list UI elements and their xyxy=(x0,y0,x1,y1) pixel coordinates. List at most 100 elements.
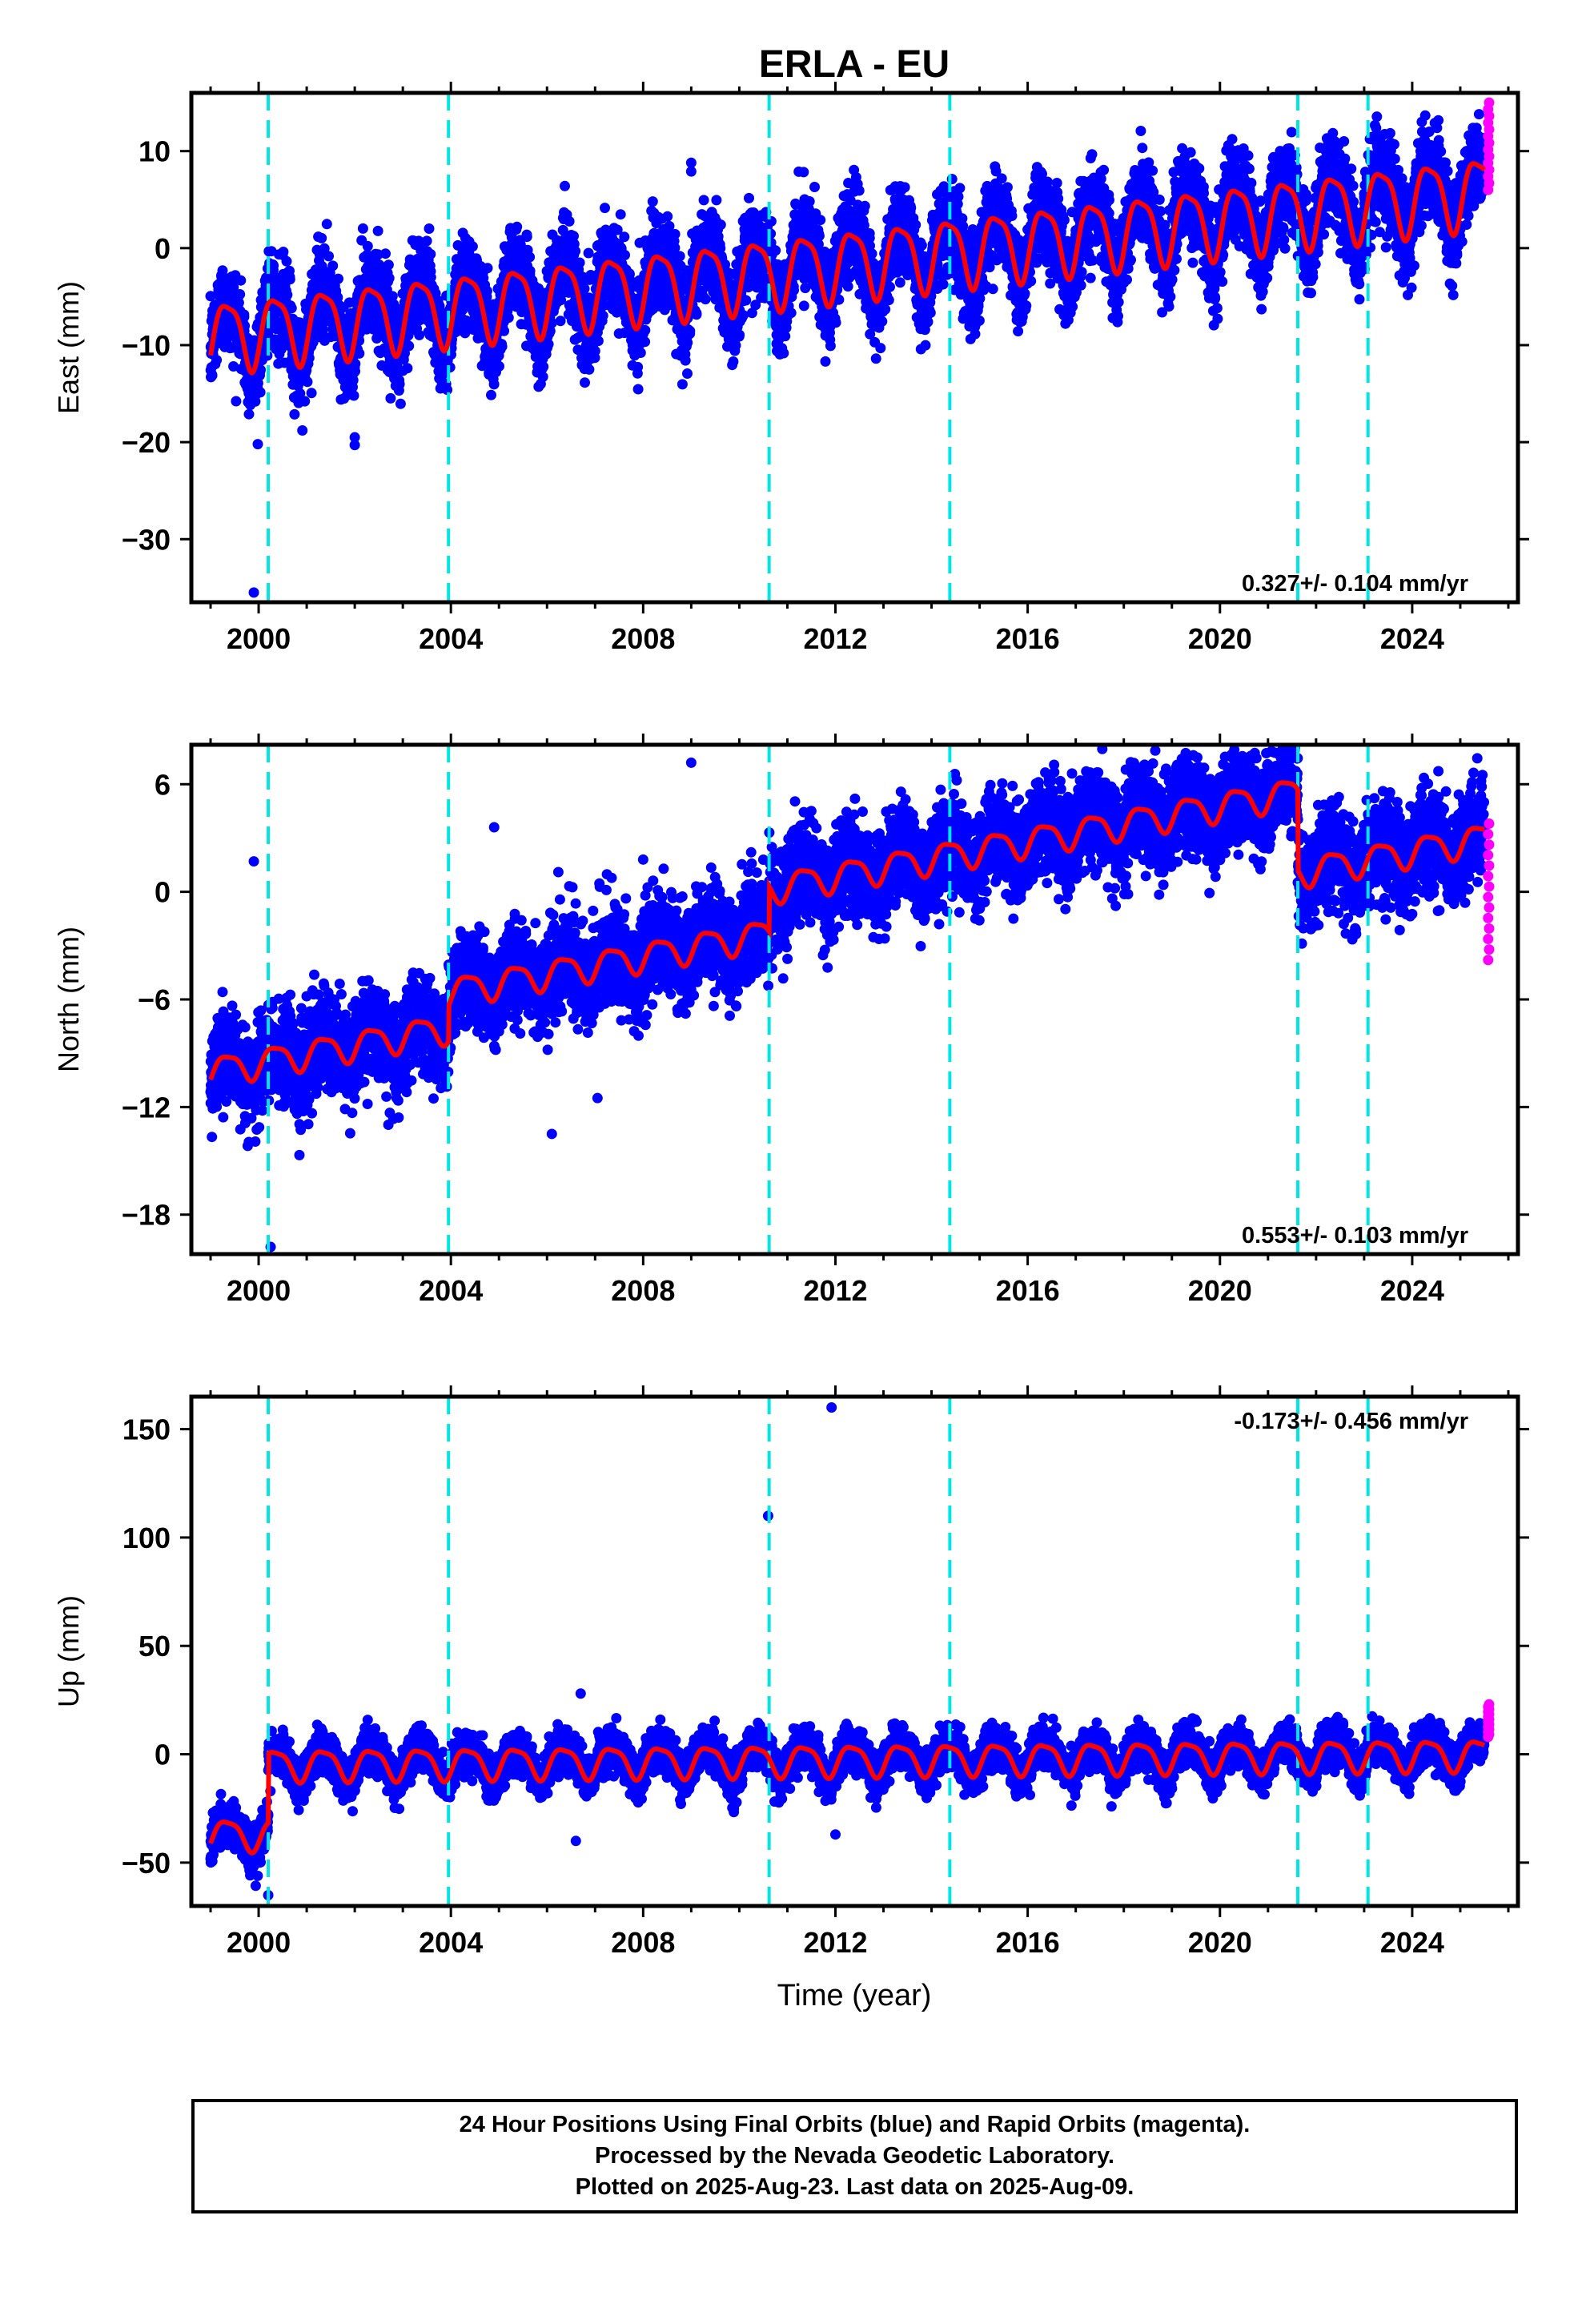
data-point xyxy=(700,294,711,305)
data-point xyxy=(560,180,570,191)
data-point xyxy=(395,398,406,409)
data-point xyxy=(488,379,500,390)
data-point xyxy=(235,275,247,286)
data-point xyxy=(589,345,600,356)
data-point xyxy=(521,231,532,243)
data-point xyxy=(289,408,300,420)
data-point xyxy=(250,396,261,407)
data-point xyxy=(239,312,250,323)
data-point xyxy=(421,235,432,247)
data-point xyxy=(319,243,330,254)
data-point xyxy=(486,389,496,400)
data-point xyxy=(207,370,218,381)
data-point xyxy=(853,185,865,196)
data-point xyxy=(414,329,425,340)
data-point xyxy=(682,368,693,379)
data-point xyxy=(635,348,646,358)
data-point xyxy=(467,241,478,252)
data-point xyxy=(730,340,741,351)
data-point xyxy=(669,228,681,239)
data-point xyxy=(252,439,263,450)
data-point xyxy=(394,379,405,390)
data-point xyxy=(482,263,493,274)
data-point xyxy=(804,196,815,207)
data-point xyxy=(327,260,339,271)
data-point xyxy=(211,355,223,366)
data-point xyxy=(316,232,327,243)
data-point xyxy=(268,260,279,271)
data-point xyxy=(537,372,548,382)
data-point xyxy=(255,364,266,376)
data-point xyxy=(728,356,739,367)
data-point xyxy=(619,231,630,243)
data-point xyxy=(620,250,630,260)
data-point xyxy=(284,274,295,285)
data-point xyxy=(354,348,365,359)
data-point xyxy=(494,360,504,372)
data-point xyxy=(830,317,841,328)
data-point xyxy=(295,388,306,399)
data-point xyxy=(734,329,745,340)
data-point xyxy=(798,300,809,312)
data-point xyxy=(385,392,396,404)
data-point xyxy=(252,378,263,388)
data-point xyxy=(306,388,317,399)
data-point xyxy=(323,251,334,262)
data-point xyxy=(715,219,726,231)
data-point xyxy=(680,355,691,366)
data-point xyxy=(496,341,508,352)
data-point xyxy=(424,223,435,234)
data-point xyxy=(815,215,826,226)
data-point xyxy=(809,182,820,192)
data-point xyxy=(570,246,581,257)
data-point xyxy=(615,209,626,220)
data-point xyxy=(842,281,853,292)
data-point xyxy=(600,203,610,214)
data-point xyxy=(235,289,246,300)
data-point xyxy=(357,223,368,234)
data-point xyxy=(383,272,395,283)
data-point xyxy=(744,192,754,203)
data-point xyxy=(524,265,536,276)
data-point xyxy=(402,363,413,374)
chart-title: ERLA - EU xyxy=(759,43,950,86)
data-point xyxy=(640,336,651,348)
data-point xyxy=(372,225,383,236)
data-point xyxy=(592,336,604,347)
data-point xyxy=(348,390,359,401)
data-point xyxy=(233,297,244,308)
data-point xyxy=(286,303,297,314)
data-point xyxy=(564,215,575,227)
data-point xyxy=(302,376,313,388)
data-point xyxy=(778,348,789,359)
data-point xyxy=(813,231,825,241)
plot-area-east xyxy=(205,93,1495,602)
data-point xyxy=(711,195,722,206)
data-point xyxy=(512,221,523,232)
data-point xyxy=(262,350,273,361)
data-point xyxy=(555,316,566,327)
data-point xyxy=(770,245,781,256)
data-point xyxy=(282,289,293,300)
data-point xyxy=(503,312,514,324)
data-point xyxy=(574,257,585,268)
data-point xyxy=(538,361,549,372)
data-point xyxy=(825,340,836,352)
data-point xyxy=(785,308,797,319)
data-point xyxy=(820,356,831,367)
data-point xyxy=(297,425,308,436)
data-point xyxy=(543,339,554,350)
data-point xyxy=(866,248,877,259)
data-point xyxy=(243,408,255,420)
data-point xyxy=(662,211,673,222)
data-point xyxy=(481,285,492,296)
data-point xyxy=(281,255,292,267)
data-point xyxy=(380,248,391,259)
data-point xyxy=(640,324,651,336)
data-point xyxy=(632,384,644,395)
data-point xyxy=(362,240,373,251)
data-point xyxy=(404,340,415,352)
data-point xyxy=(647,196,658,207)
data-point xyxy=(691,309,702,320)
